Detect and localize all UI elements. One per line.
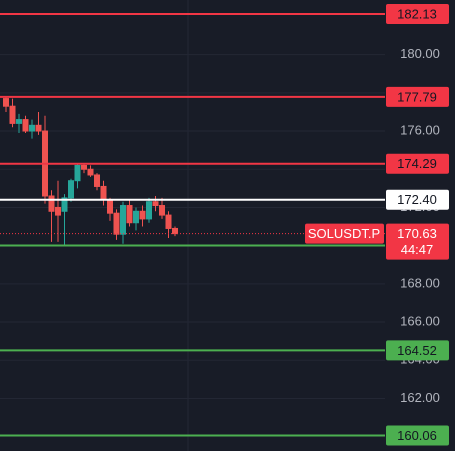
y-tick-label: 162.00 (400, 390, 440, 405)
y-tick-label: 180.00 (400, 46, 440, 61)
candle-body (61, 197, 68, 212)
level-label: 182.13 (397, 6, 437, 21)
countdown-label: 44:47 (401, 242, 434, 257)
candle-body (16, 119, 22, 124)
candle-body (120, 205, 126, 235)
y-tick-label: 166.00 (400, 313, 440, 328)
level-label: 160.06 (397, 428, 437, 443)
level-label: 174.29 (397, 156, 437, 171)
level-label-box (386, 340, 449, 361)
candle-body (22, 119, 29, 132)
candle-body (159, 205, 165, 216)
level-label-box (386, 189, 449, 210)
y-tick-label: 176.00 (400, 122, 440, 137)
last-price-box (386, 223, 449, 260)
y-tick-label: 168.00 (400, 275, 440, 290)
candle-body (29, 124, 35, 132)
candle-body (94, 174, 100, 187)
candle-body (100, 185, 107, 201)
candle-body (126, 205, 133, 224)
candle-body (9, 105, 16, 124)
candle-body (68, 180, 74, 199)
candle-body (172, 227, 178, 235)
candle-body (81, 164, 87, 170)
level-label-box (386, 153, 449, 174)
candle-body (139, 210, 146, 220)
level-label-box (386, 86, 449, 107)
level-label-box (386, 3, 449, 24)
candle-body (87, 168, 94, 176)
candle-body (3, 98, 9, 107)
candle-body (35, 124, 42, 132)
candle-body (146, 201, 152, 220)
symbol-label-box (305, 223, 384, 244)
candle-body (107, 199, 113, 214)
candle-body (113, 212, 120, 235)
level-label: 164.52 (397, 343, 437, 358)
candle-body (48, 195, 55, 212)
symbol-label: SOLUSDT.P (308, 226, 380, 241)
candle-body (165, 214, 172, 229)
candle-body (152, 201, 159, 207)
level-label: 177.79 (397, 89, 437, 104)
level-label: 172.40 (397, 192, 437, 207)
candle-body (74, 164, 81, 182)
candle-body (133, 210, 139, 224)
level-label-box (386, 425, 449, 446)
last-price-label: 170.63 (397, 226, 437, 241)
candle-body (55, 206, 61, 216)
